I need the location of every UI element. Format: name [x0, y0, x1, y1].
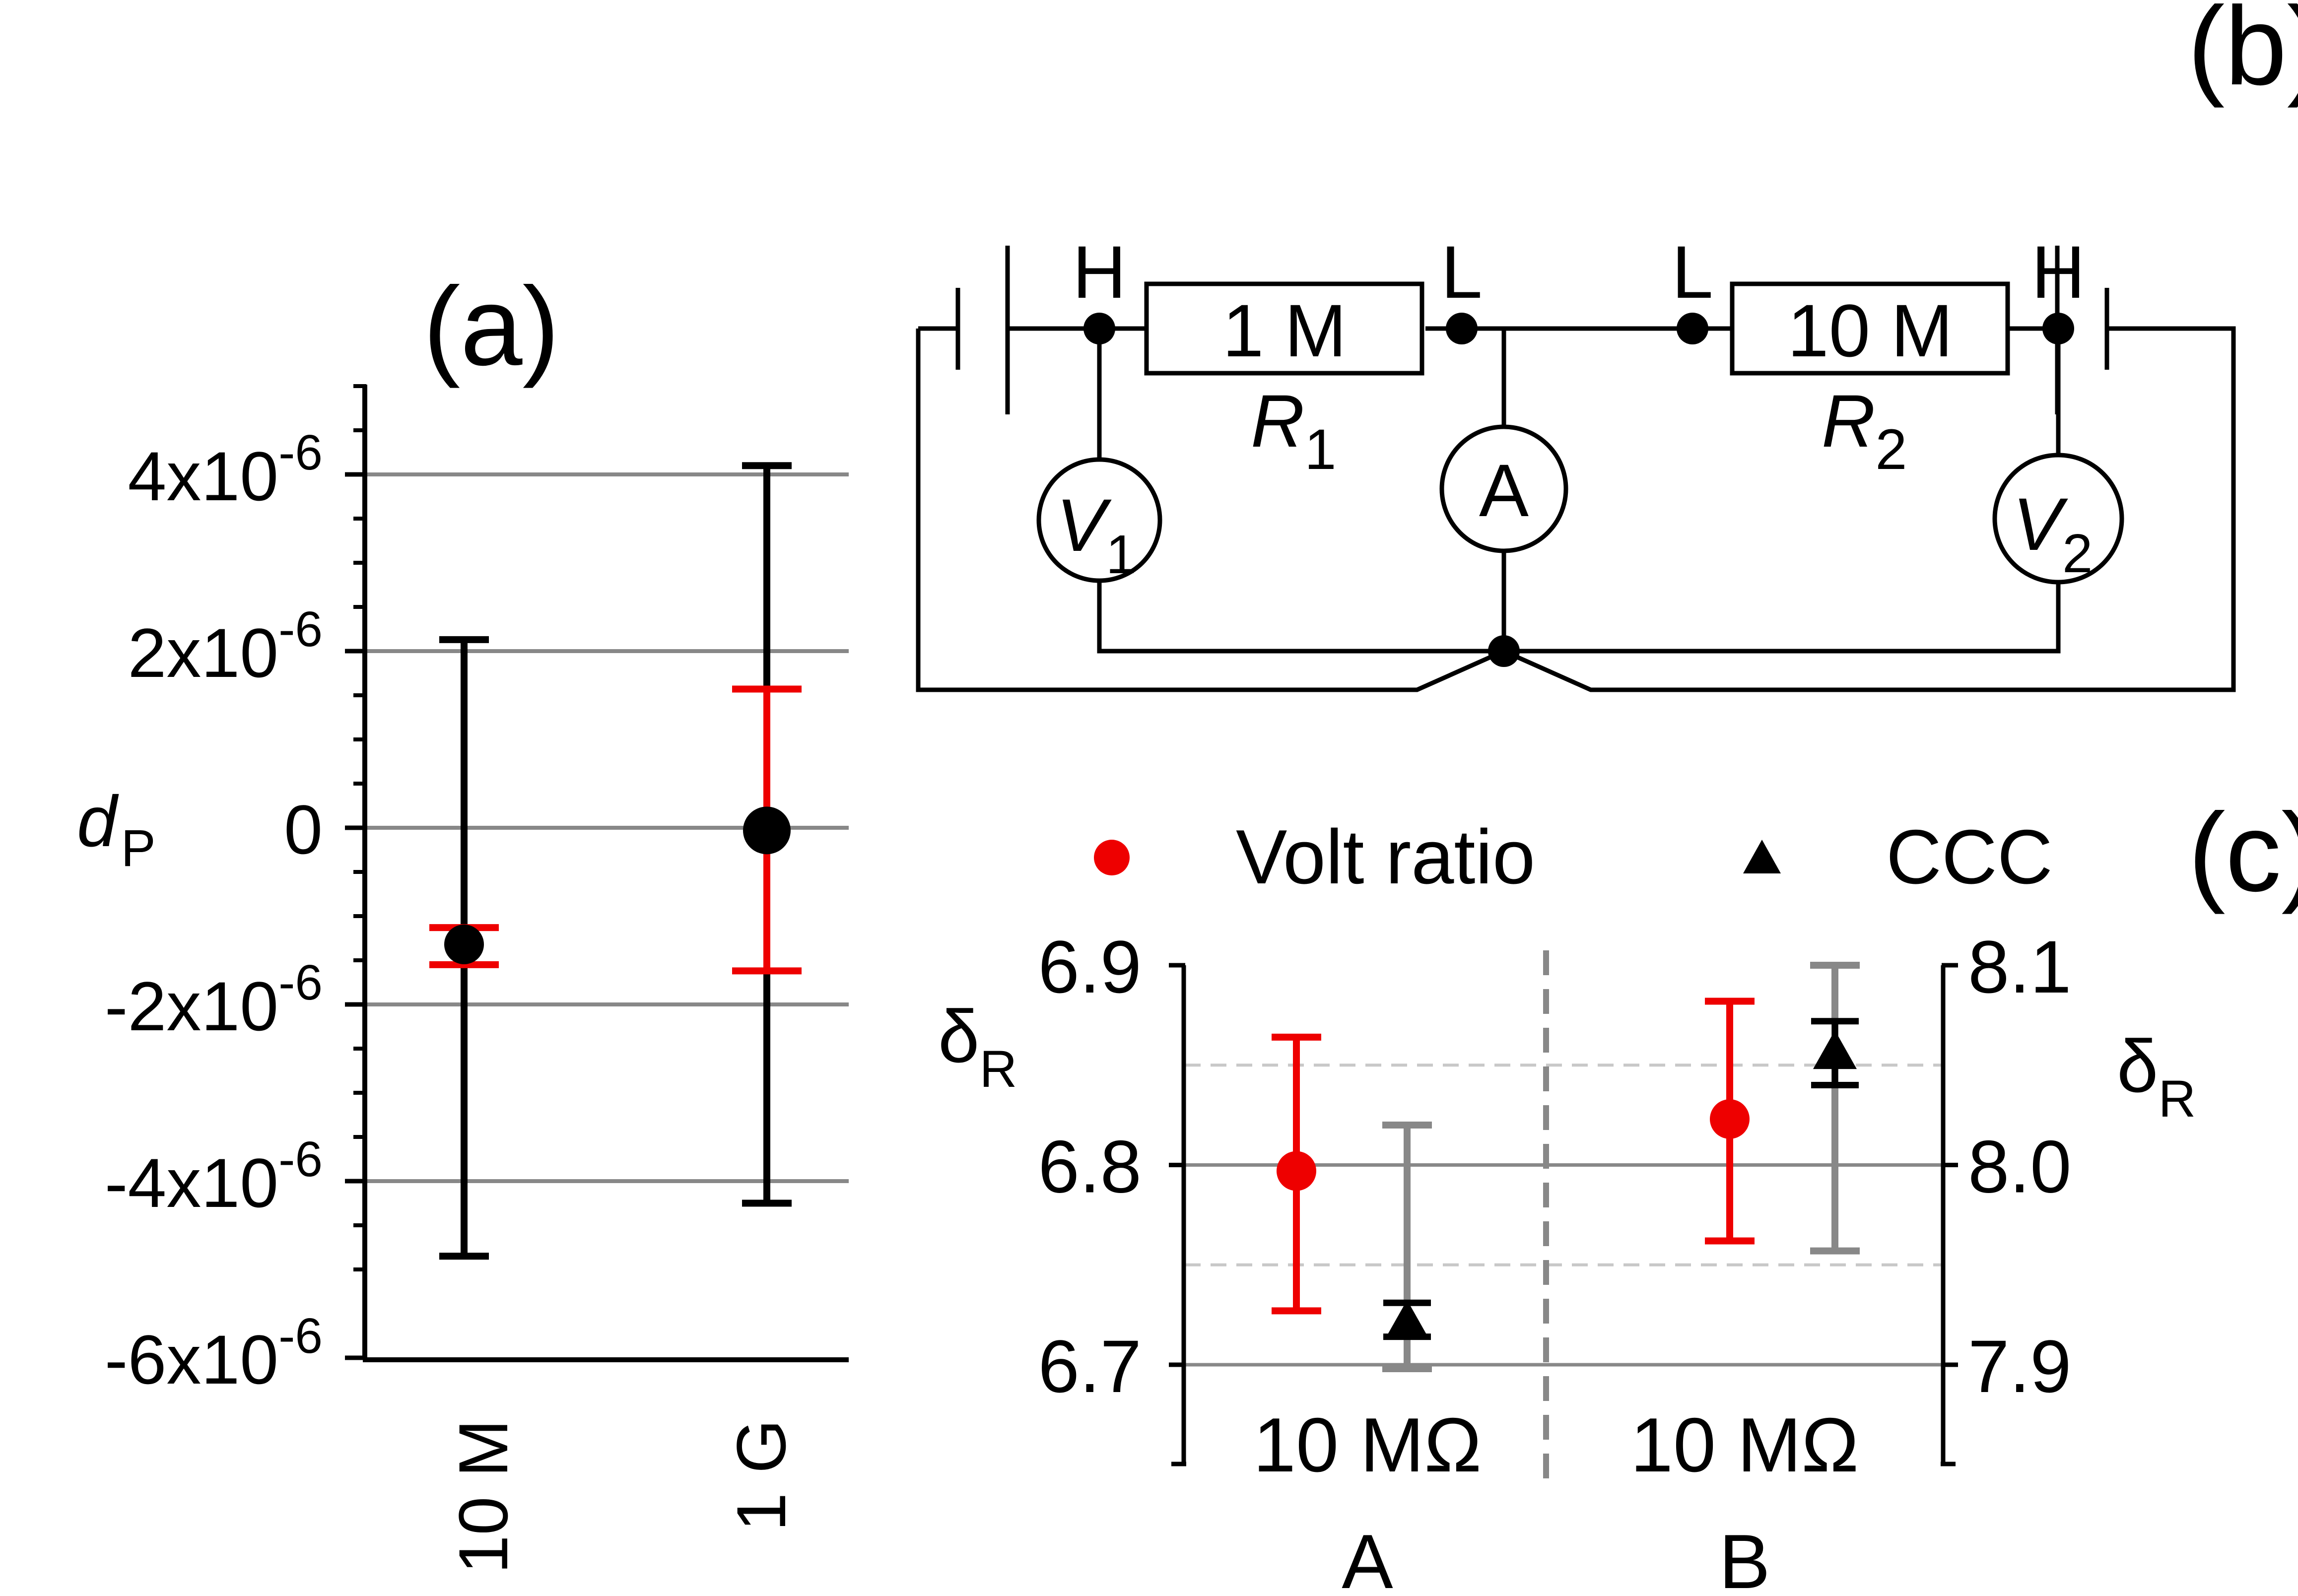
c-point-volt-ratio-1: [1710, 1099, 1750, 1139]
a-tick-exponent-5: -6: [278, 1308, 323, 1364]
c-axis-ticks: 6.9 6.8 6.7 8.1 8.0 7.9: [1038, 925, 2071, 1408]
terminal-l2: L: [1672, 230, 1713, 314]
r1-name: R1: [1251, 379, 1336, 481]
c-right-tick-label-1: 8.0: [1968, 1125, 2072, 1208]
c-legend: Volt ratio CCC: [1094, 814, 2053, 900]
a-tick-mantissa-0: 4x10: [128, 437, 278, 515]
legend-label-volt-ratio: Volt ratio: [1236, 814, 1535, 900]
c-group-sublabel-2: B: [1719, 1519, 1770, 1596]
a-tick-mantissa-3: -2x10: [105, 967, 278, 1045]
a-tick-label-1: 2x10-6: [128, 601, 323, 692]
c-left-label-sub: R: [980, 1040, 1017, 1098]
a-tick-label-0: 4x10-6: [128, 425, 323, 515]
resistor-r2: [1730, 281, 2010, 376]
a-ylabel-sub: P: [121, 819, 156, 877]
a-category-label-1: 10 M: [444, 1419, 522, 1574]
c-left-axis-label: δR: [938, 995, 1017, 1098]
resistor-r1: [1144, 281, 1424, 376]
node-l2: [1677, 313, 1708, 344]
c-right-tick-label-2: 7.9: [1968, 1325, 2072, 1408]
terminal-h1: H: [1073, 230, 1126, 314]
panel-label-b: (b): [2188, 0, 2298, 108]
panel-label-a: (a): [423, 264, 560, 389]
c-left-tick-label-0: 6.9: [1038, 925, 1142, 1008]
r1-name-main: R: [1251, 379, 1304, 463]
ammeter: [1439, 424, 1568, 553]
r1-name-sub: 1: [1304, 418, 1336, 481]
panel-label-c: (c): [2188, 790, 2298, 915]
r2-name-main: R: [1822, 379, 1875, 463]
a-tick-exponent-0: -6: [278, 425, 323, 480]
c-left-tick-label-1: 6.8: [1038, 1125, 1142, 1208]
legend-marker-ccc: [1743, 840, 1781, 873]
a-tick-mantissa-1: 2x10: [128, 614, 278, 692]
c-point-ccc-0: [1385, 1300, 1429, 1339]
a-point-0: [444, 924, 484, 964]
terminal-l1: L: [1441, 230, 1482, 314]
v2-label-main: V: [2013, 482, 2068, 566]
v2-label-sub: 2: [2062, 523, 2093, 584]
a-tick-mantissa-5: -6x10: [105, 1321, 278, 1398]
a-tick-exponent-1: -6: [278, 601, 323, 657]
node-l1: [1446, 313, 1478, 344]
legend-label-ccc: CCC: [1886, 814, 2053, 900]
a-tick-mantissa-4: -4x10: [105, 1144, 278, 1222]
c-group-label-2: 10 MΩ: [1630, 1402, 1859, 1488]
a-tick-label-5: -6x10-6: [105, 1308, 323, 1398]
c-point-ccc-1: [1813, 1030, 1857, 1069]
v1-label-sub: 1: [1106, 524, 1136, 585]
r2-name-sub: 2: [1875, 418, 1907, 481]
v2-label: V2: [2013, 482, 2093, 584]
c-left-tick-label-2: 6.7: [1038, 1325, 1142, 1408]
legend-marker-volt-ratio: [1094, 840, 1130, 875]
a-y-axis-label: dP: [77, 781, 156, 877]
c-right-label-main: δ: [2117, 1024, 2159, 1108]
r1-value: 1 M: [1222, 289, 1347, 372]
r2-value: 10 M: [1787, 289, 1953, 372]
c-right-axis-label: δR: [2117, 1024, 2196, 1128]
c-point-volt-ratio-0: [1277, 1151, 1316, 1191]
a-tick-exponent-3: -6: [278, 955, 323, 1010]
circuit-labels: (b) H L L H 1 M 10 M R1 R2 V1 A V2: [1056, 0, 2298, 585]
c-group-label-1: 10 MΩ: [1253, 1402, 1482, 1488]
a-point-1: [743, 806, 791, 855]
terminal-h2: H: [2031, 230, 2085, 314]
node-ground: [1488, 635, 1520, 667]
c-left-label-main: δ: [938, 995, 980, 1078]
voltmeter-v1: [1036, 457, 1162, 583]
a-tick-label-2: 0: [284, 791, 323, 868]
a-tick-label-3: -2x10-6: [105, 955, 323, 1045]
v1-label-main: V: [1056, 483, 1112, 567]
a-data-marks: [429, 462, 802, 1260]
r2-name: R2: [1822, 379, 1907, 481]
node-h1: [1083, 313, 1115, 344]
voltmeter-v2: [1992, 453, 2124, 585]
v1-label: V1: [1056, 483, 1136, 585]
a-tick-exponent-4: -6: [278, 1131, 323, 1187]
a-ylabel-main: d: [77, 781, 119, 862]
ammeter-label: A: [1479, 449, 1529, 532]
c-right-label-sub: R: [2159, 1070, 2196, 1128]
a-category-label-2: 1 G: [722, 1419, 800, 1531]
c-data-marks: [1272, 962, 1860, 1373]
a-tick-label-4: -4x10-6: [105, 1131, 323, 1222]
a-tick-mantissa-2: 0: [284, 791, 323, 868]
chart-c: (c) Volt ratio CCC 6.96.86.78.18.07.9 δR…: [938, 790, 2298, 1596]
c-right-tick-label-0: 8.1: [1968, 925, 2072, 1008]
circuit-diagram: [916, 246, 2236, 692]
node-h2: [2042, 313, 2074, 344]
c-group-sublabel-1: A: [1342, 1519, 1393, 1596]
